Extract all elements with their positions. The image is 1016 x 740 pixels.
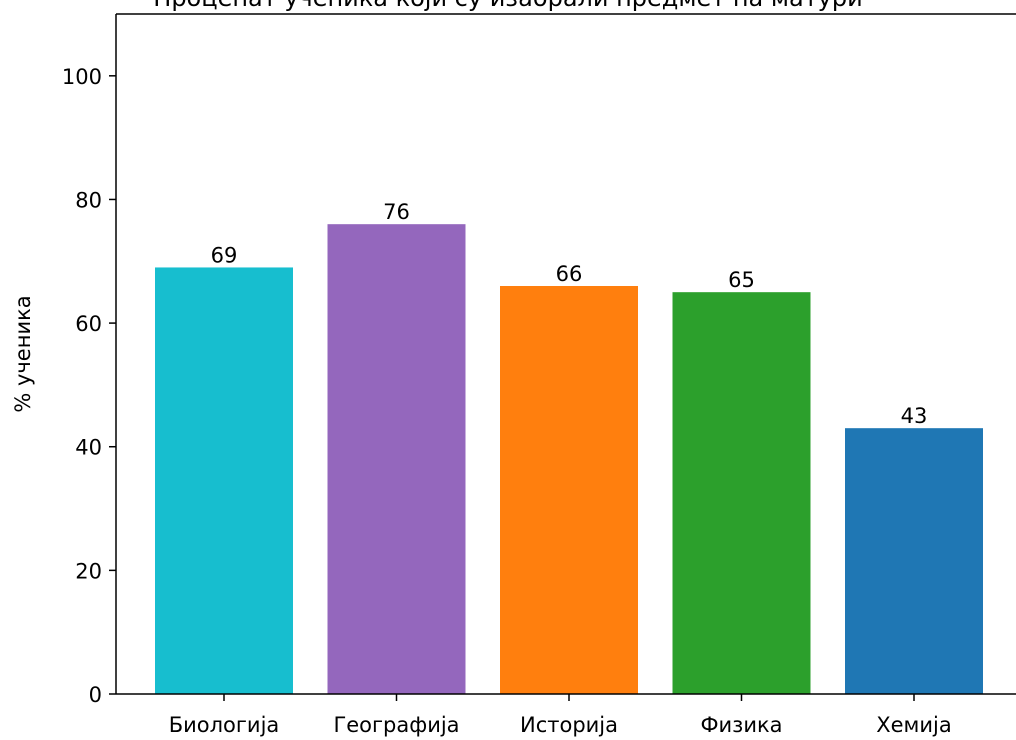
bar-value-label: 66: [556, 262, 583, 286]
y-tick-label: 40: [75, 436, 102, 460]
axes: [115, 13, 1016, 695]
y-tick-label: 100: [62, 65, 102, 89]
bar-3: [500, 286, 638, 694]
bar-value-labels: 69 76 66 65 43: [211, 200, 928, 428]
bar-value-label: 76: [383, 200, 410, 224]
y-axis-label: % ученика: [11, 295, 35, 412]
x-tick-label: Биологија: [169, 713, 280, 737]
y-tick-label: 60: [75, 312, 102, 336]
bar-value-label: 43: [901, 404, 928, 428]
x-ticks: Биологија Географија Историја Физика Хемија: [169, 694, 952, 737]
bar-5: [845, 428, 983, 694]
bar-4: [672, 292, 811, 694]
y-tick-label: 80: [75, 188, 102, 212]
x-tick-label: Историја: [520, 713, 618, 737]
chart-title: Проценат ученика који су изабрали предме…: [0, 0, 1016, 12]
bars-group: [155, 224, 983, 694]
bar-value-label: 69: [211, 243, 238, 267]
x-tick-label: Географија: [333, 713, 459, 737]
x-tick-label: Хемија: [876, 713, 952, 737]
x-tick-label: Физика: [700, 713, 782, 737]
y-tick-label: 0: [89, 683, 102, 707]
bar-1: [155, 267, 293, 694]
bar-value-label: 65: [728, 268, 755, 292]
bar-2: [327, 224, 466, 694]
y-tick-label: 20: [75, 559, 102, 583]
y-ticks: 0 20 40 60 80 100: [62, 65, 116, 707]
